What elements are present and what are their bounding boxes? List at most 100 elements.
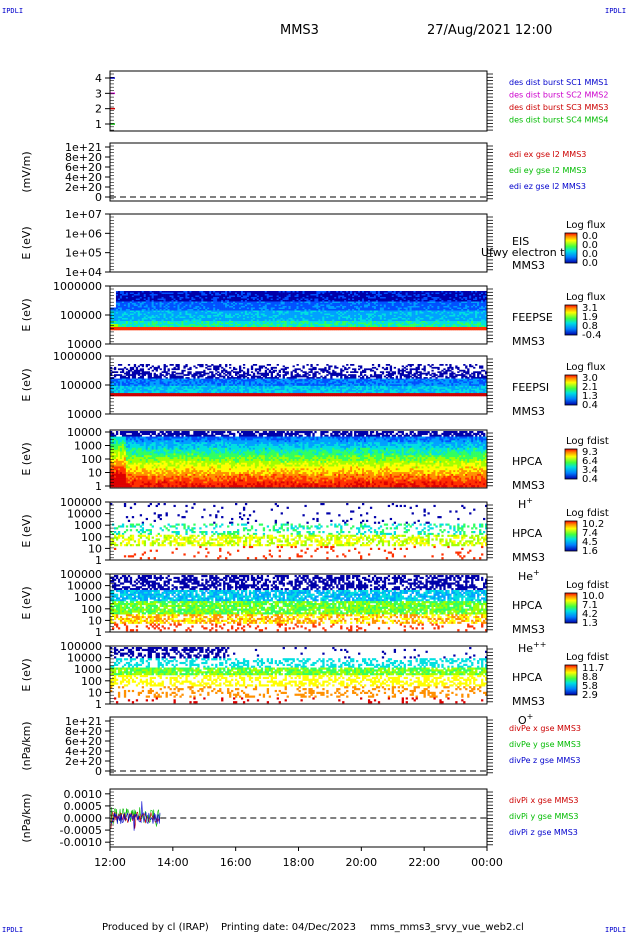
panel-feepse-cell (393, 316, 397, 319)
panel-feepse-cell (312, 292, 315, 295)
panel-feepse-cell (423, 309, 426, 311)
panel-feepse-cell (199, 312, 202, 314)
panel-feepse-cell (264, 295, 268, 298)
panel-feepse-cell (119, 298, 123, 301)
panel-feepse-cell (227, 295, 230, 298)
panel-feepse-cell (274, 295, 277, 298)
panel-feepse-cell (320, 304, 323, 307)
panel-feepse-cell (318, 321, 321, 323)
panel-mms-config-legend: des dist burst SC2 MMS2 (509, 91, 608, 100)
panel-feepse-cell (443, 301, 446, 304)
panel-feepse-cell (300, 303, 303, 305)
panel-feepse-cell (294, 327, 297, 329)
panel-feepse-cell (246, 304, 250, 307)
panel-feepse-cell (431, 300, 434, 302)
panel-feepse-cell (258, 327, 262, 329)
panel-feepse-cell (284, 292, 287, 295)
panel-feepse-cell (163, 306, 166, 308)
panel-feepse-cell (447, 324, 450, 326)
panel-feepse-cell (223, 321, 226, 323)
panel-feepse-cell (151, 313, 154, 316)
panel-feepse-cell (336, 322, 339, 325)
panel-feepse-cell (272, 303, 275, 305)
panel-feepse-cell (379, 295, 383, 298)
panel-feepse-cell (233, 312, 236, 314)
panel-feepse-cell (332, 292, 335, 295)
panel-feepse-cell (379, 309, 383, 311)
panel-feepse-cell (260, 297, 264, 299)
panel-feepse-cell (167, 324, 170, 326)
panel-feepse-cell (238, 301, 242, 304)
panel-feepse-cell (248, 328, 252, 331)
panel-feepse-cell (338, 309, 341, 311)
panel-feepse-cell (375, 297, 379, 299)
panel-feepse-cell (248, 309, 252, 311)
panel-feepse-cell (227, 291, 230, 293)
panel-feepse-cell (469, 304, 472, 307)
panel-feepse-cell (227, 327, 230, 329)
panel-feepse-cell (266, 309, 270, 311)
panel-feepse-cell (135, 291, 139, 293)
panel-feepse-cell (183, 294, 186, 296)
panel-feepse-cell (191, 301, 194, 304)
panel-feepse-cell (350, 321, 353, 323)
panel-feepse-cell (147, 307, 150, 310)
panel-feepse-cell (443, 309, 446, 311)
panel-feepse-cell (367, 310, 371, 313)
panel-feepse-cell (360, 313, 363, 316)
panel-feepse-cell (447, 304, 450, 307)
panel-feepse-cell (322, 316, 325, 319)
panel-feepse-cell (455, 300, 458, 302)
panel-feepse-cell (123, 321, 127, 323)
panel-feepse-cell (272, 297, 275, 299)
panel-feepse-cell (143, 292, 147, 295)
panel-feepse-cell (310, 301, 313, 304)
panel-feepse-cell (477, 309, 480, 311)
panel-feepse-cell (409, 325, 412, 328)
panel-feepse-cell (423, 292, 426, 295)
panel-feepse-cell (336, 312, 339, 314)
panel-feepse-cell (387, 310, 391, 313)
panel-feepse-cell (340, 301, 343, 304)
panel-feepse-cell (453, 298, 456, 301)
panel-feepse-cell (334, 295, 337, 298)
panel-feepse-cell (314, 322, 317, 325)
panel-feepse-cell (268, 301, 272, 304)
panel-feepse-cell (296, 306, 299, 308)
panel-feepse-cell (453, 295, 456, 298)
panel-feepse-cell (332, 318, 335, 320)
panel-feepse-cell (183, 316, 186, 319)
panel-eis-frame (109, 213, 488, 273)
panel-feepse-cell (121, 307, 125, 310)
panel-feepse-cell (244, 312, 248, 314)
panel-feepse-cell (189, 306, 192, 308)
panel-feepse-cell (352, 301, 355, 304)
panel-feepse-cell (201, 310, 204, 313)
panel-feepse-cell (451, 292, 454, 295)
panel-feepse-cell (467, 306, 470, 308)
panel-feepse-cell (171, 300, 174, 302)
panel-feepse-cell (477, 303, 480, 305)
panel-feepse-cell (367, 327, 371, 329)
panel-feepse-cell (231, 321, 234, 323)
panel-feepse-cell (318, 294, 321, 296)
panel-feepse-cell (324, 300, 327, 302)
panel-feepse-cell (121, 319, 125, 322)
panel-feepse-cell (272, 315, 275, 317)
panel-feepse-cell (225, 294, 228, 296)
panel-feepse-cell (385, 325, 389, 328)
panel-feepse-cell (467, 295, 470, 298)
panel-feepse-cell (175, 310, 178, 313)
panel-feepse-cell (288, 303, 291, 305)
panel-feepse-cell (471, 301, 474, 304)
panel-feepse-cell (369, 298, 373, 301)
panel-feepse-cell (240, 297, 244, 299)
panel-feepse-cell (223, 295, 226, 298)
panel-feepse-cell (225, 322, 228, 325)
panel-feepse-cell (165, 322, 168, 325)
panel-feepse-cell (217, 309, 220, 311)
panel-feepse-cell (411, 322, 414, 325)
panel-feepse-cell (361, 318, 365, 320)
panel-feepse-cell (298, 291, 301, 293)
panel-feepse-cell (177, 318, 180, 320)
